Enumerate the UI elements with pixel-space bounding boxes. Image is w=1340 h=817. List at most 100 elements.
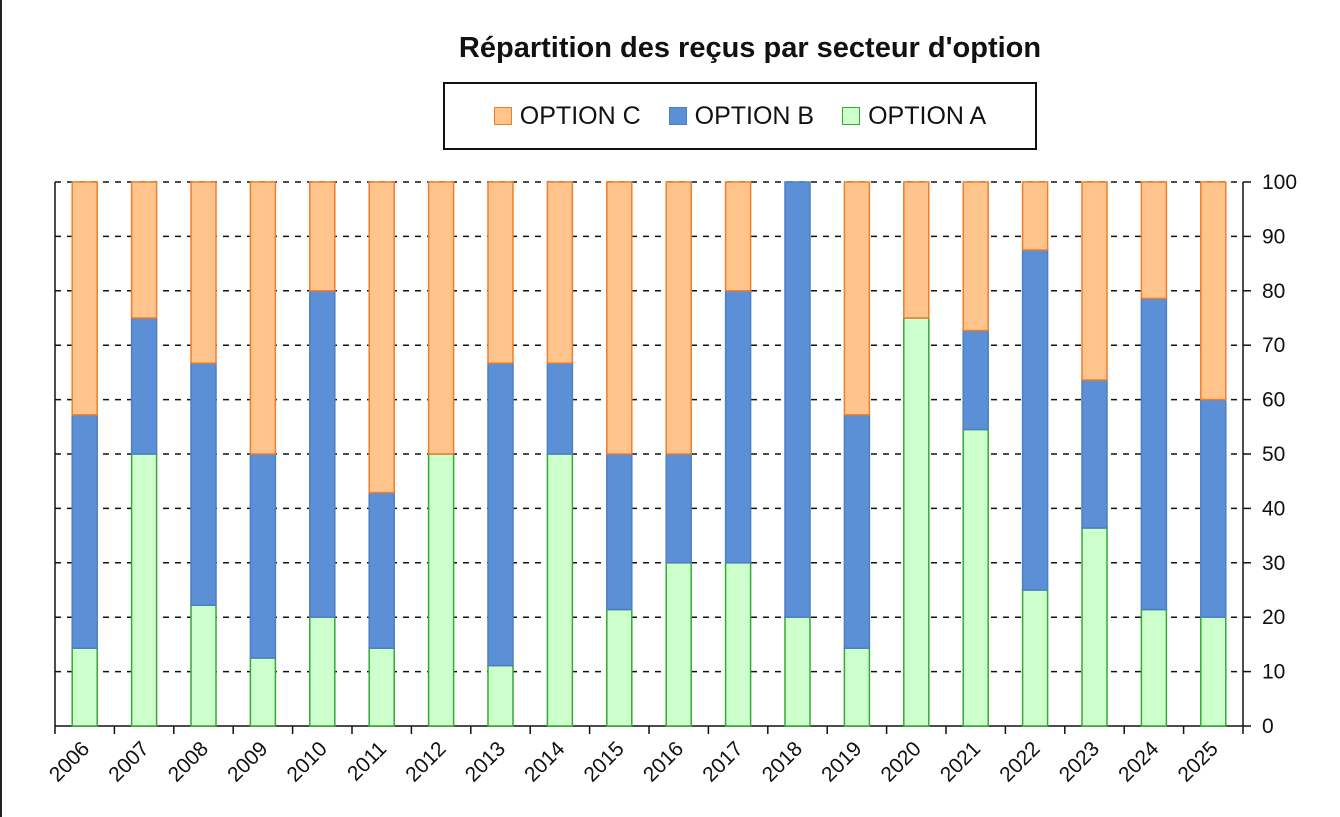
legend-label-option-c: OPTION C bbox=[519, 101, 641, 130]
y-tick-label: 100 bbox=[1262, 171, 1297, 194]
chart-title-text: Répartition des reçus par secteur d'opti… bbox=[458, 32, 1042, 64]
y-tick-label: 10 bbox=[1262, 661, 1285, 684]
x-tick-label: 2012 bbox=[401, 737, 450, 786]
legend-label-option-a: OPTION A bbox=[868, 101, 987, 130]
legend-swatch-option-b bbox=[668, 107, 687, 125]
bar-option-b bbox=[1140, 297, 1168, 611]
y-tick-label: 50 bbox=[1262, 443, 1285, 466]
x-tick-label: 2018 bbox=[758, 737, 807, 786]
x-tick-label: 2015 bbox=[580, 737, 629, 786]
bar-option-c bbox=[962, 181, 989, 332]
bar-option-b bbox=[784, 181, 811, 618]
y-tick-label: 90 bbox=[1262, 225, 1285, 248]
x-tick-label: 2016 bbox=[639, 737, 688, 786]
bar-option-a bbox=[784, 616, 811, 727]
bar-option-b bbox=[724, 290, 752, 564]
bar-option-c bbox=[724, 181, 752, 292]
bar-option-a bbox=[665, 562, 692, 727]
bar-option-a bbox=[724, 562, 752, 727]
bar-option-c bbox=[487, 181, 514, 364]
bar-option-b bbox=[1021, 249, 1049, 591]
x-tick-label: 2017 bbox=[698, 737, 747, 786]
bar-option-c bbox=[1200, 181, 1227, 401]
bar-option-b bbox=[546, 362, 574, 455]
bar-option-c bbox=[130, 181, 158, 319]
bar-option-b bbox=[1200, 398, 1227, 618]
bar-option-b bbox=[309, 290, 336, 618]
x-tick-label: 2025 bbox=[1174, 737, 1223, 786]
y-tick-label: 80 bbox=[1262, 280, 1285, 303]
bar-option-c bbox=[903, 181, 930, 319]
x-tick-label: 2014 bbox=[520, 737, 570, 787]
y-tick-label: 0 bbox=[1262, 715, 1274, 738]
x-tick-label: 2008 bbox=[164, 737, 213, 786]
bar-option-c bbox=[368, 181, 395, 494]
x-tick-label: 2009 bbox=[223, 737, 272, 786]
bar-option-c bbox=[546, 181, 574, 364]
bar-option-b bbox=[606, 453, 633, 611]
bar-option-a bbox=[487, 664, 514, 727]
bar-option-c bbox=[249, 181, 277, 455]
bar-option-b bbox=[130, 317, 158, 455]
x-tick-label: 2013 bbox=[461, 737, 510, 786]
chart-title: Répartition des reçus par secteur d'opti… bbox=[0, 32, 1340, 65]
bar-option-b bbox=[1081, 379, 1108, 529]
bar-option-a bbox=[1021, 589, 1049, 727]
bar-option-c bbox=[71, 181, 98, 416]
chart-legend: OPTION C OPTION B OPTION A bbox=[443, 82, 1037, 150]
y-tick-label: 20 bbox=[1262, 606, 1285, 629]
legend-item-option-b: OPTION B bbox=[668, 101, 815, 131]
bar-option-a bbox=[130, 453, 158, 727]
legend-item-option-c: OPTION C bbox=[493, 101, 641, 131]
legend-item-option-a: OPTION A bbox=[842, 102, 986, 131]
bar-option-c bbox=[1021, 181, 1049, 251]
bar-option-c bbox=[309, 181, 336, 292]
bar-option-a bbox=[962, 428, 989, 727]
bar-option-c bbox=[1081, 181, 1108, 381]
x-tick-label: 2006 bbox=[45, 737, 94, 786]
bar-option-b bbox=[368, 491, 395, 649]
legend-swatch-option-c bbox=[493, 107, 512, 125]
bar-option-a bbox=[309, 616, 336, 727]
bar-option-a bbox=[606, 608, 633, 727]
bar-option-a bbox=[546, 453, 574, 727]
bar-option-c bbox=[843, 181, 871, 416]
x-tick-label: 2024 bbox=[1114, 737, 1164, 787]
bar-option-a bbox=[843, 647, 871, 727]
x-tick-label: 2019 bbox=[817, 737, 866, 786]
bar-option-a bbox=[368, 647, 395, 727]
bar-option-c bbox=[427, 181, 455, 455]
window-edge bbox=[0, 0, 2, 817]
bar-option-c bbox=[665, 181, 692, 455]
bar-option-a bbox=[1200, 616, 1227, 727]
bar-option-b bbox=[190, 362, 217, 606]
legend-swatch-option-a bbox=[842, 107, 861, 125]
x-tick-label: 2007 bbox=[104, 737, 153, 786]
bar-option-a bbox=[1081, 527, 1108, 727]
bar-option-a bbox=[249, 657, 277, 727]
bar-option-b bbox=[665, 453, 692, 564]
bar-option-b bbox=[962, 329, 989, 431]
bar-option-a bbox=[71, 647, 98, 727]
x-tick-label: 2010 bbox=[283, 737, 332, 786]
x-tick-label: 2020 bbox=[877, 737, 926, 786]
bar-option-a bbox=[1140, 608, 1168, 727]
x-tick-label: 2022 bbox=[995, 737, 1044, 786]
bar-option-b bbox=[71, 414, 98, 649]
bar-option-b bbox=[487, 362, 514, 667]
y-tick-label: 70 bbox=[1262, 334, 1285, 357]
y-tick-label: 40 bbox=[1262, 497, 1285, 520]
bar-option-c bbox=[606, 181, 633, 455]
x-tick-label: 2023 bbox=[1055, 737, 1104, 786]
bar-option-a bbox=[190, 604, 217, 727]
y-tick-label: 30 bbox=[1262, 552, 1285, 575]
bar-option-a bbox=[903, 317, 930, 727]
x-tick-label: 2011 bbox=[343, 737, 391, 785]
legend-label-option-b: OPTION B bbox=[694, 101, 815, 130]
bar-option-b bbox=[843, 414, 871, 649]
bar-option-c bbox=[190, 181, 217, 364]
bar-option-a bbox=[427, 453, 455, 727]
x-tick-label: 2021 bbox=[936, 737, 985, 786]
